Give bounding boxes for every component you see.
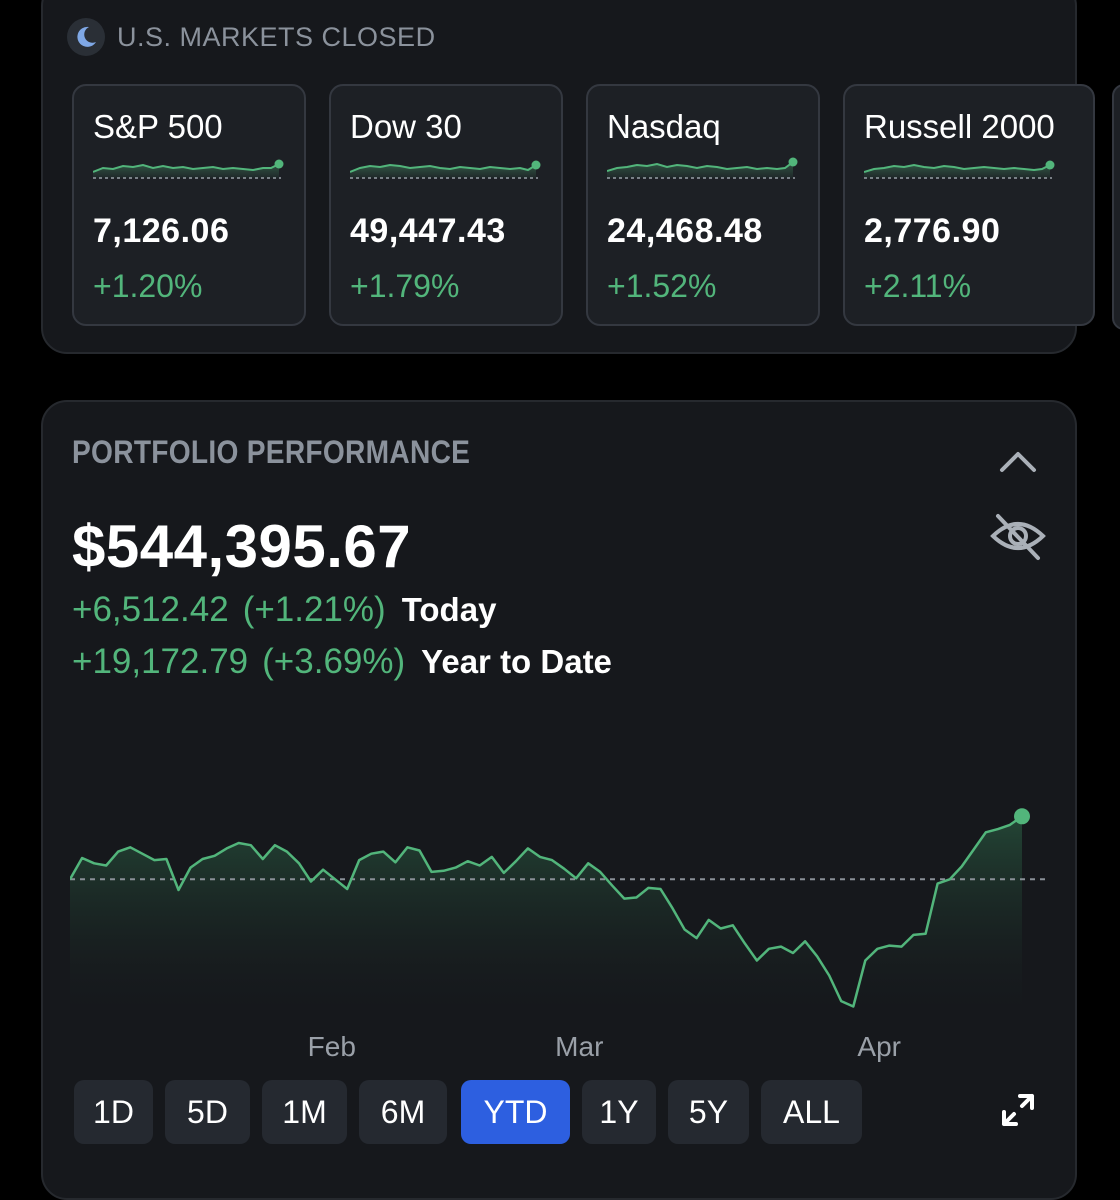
ytd-change-percent: (+3.69%) xyxy=(262,642,406,681)
sparkline-chart xyxy=(607,157,798,179)
index-name: Dow 30 xyxy=(350,108,462,145)
range-button-5d[interactable]: 5D xyxy=(165,1080,250,1144)
index-change: +1.20% xyxy=(93,268,203,304)
range-button-1m[interactable]: 1M xyxy=(262,1080,347,1144)
index-value: 7,126.06 xyxy=(93,212,230,250)
market-status-label: U.S. MARKETS CLOSED xyxy=(117,21,436,52)
index-name: Nasdaq xyxy=(607,108,721,145)
x-axis-label: Mar xyxy=(555,1031,603,1062)
index-tile-partial[interactable] xyxy=(1112,84,1120,330)
expand-icon[interactable] xyxy=(998,1090,1038,1130)
index-tile-sp500[interactable]: S&P 500 7,126.06 +1.20% xyxy=(72,84,306,326)
chart-end-point xyxy=(1014,808,1030,825)
sparkline-chart xyxy=(350,160,541,179)
moon-icon xyxy=(67,18,105,56)
index-value: 24,468.48 xyxy=(607,212,763,250)
index-tile-russell2000[interactable]: Russell 2000 2,776.90 +2.11% xyxy=(843,84,1095,326)
chevron-up-icon[interactable] xyxy=(994,440,1042,480)
sparkline-chart xyxy=(864,160,1055,179)
index-tile-nasdaq[interactable]: Nasdaq 24,468.48 +1.52% xyxy=(586,84,820,326)
index-value: 2,776.90 xyxy=(864,212,1001,250)
chart-x-axis: Feb Mar Apr xyxy=(308,1031,901,1062)
x-axis-label: Apr xyxy=(857,1031,901,1062)
index-change: +2.11% xyxy=(864,268,972,304)
index-name: Russell 2000 xyxy=(864,108,1055,145)
sparkline-chart xyxy=(93,159,284,179)
index-value: 49,447.43 xyxy=(350,212,506,250)
index-name: S&P 500 xyxy=(93,108,223,145)
index-tile-dow30[interactable]: Dow 30 49,447.43 +1.79% xyxy=(329,84,563,326)
ytd-change-row: +19,172.79 (+3.69%) Year to Date xyxy=(72,642,612,682)
chart-line xyxy=(70,815,1023,1008)
today-change-percent: (+1.21%) xyxy=(242,590,386,629)
eye-off-icon[interactable] xyxy=(988,508,1048,564)
market-status: U.S. MARKETS CLOSED xyxy=(67,18,436,56)
range-button-1y[interactable]: 1Y xyxy=(582,1080,656,1144)
portfolio-heading: PORTFOLIO PERFORMANCE xyxy=(72,434,471,470)
today-change-amount: +6,512.42 xyxy=(72,590,229,629)
portfolio-card xyxy=(41,400,1077,1200)
range-button-6m[interactable]: 6M xyxy=(359,1080,447,1144)
range-button-1d[interactable]: 1D xyxy=(74,1080,153,1144)
range-button-ytd[interactable]: YTD xyxy=(461,1080,570,1144)
portfolio-performance-chart[interactable]: Feb Mar Apr xyxy=(70,780,1050,1080)
ytd-label: Year to Date xyxy=(421,643,612,680)
today-change-row: +6,512.42 (+1.21%) Today xyxy=(72,590,496,630)
x-axis-label: Feb xyxy=(308,1031,356,1062)
index-change: +1.52% xyxy=(607,268,717,304)
range-button-all[interactable]: ALL xyxy=(761,1080,862,1144)
ytd-change-amount: +19,172.79 xyxy=(72,642,249,681)
portfolio-balance: $544,395.67 xyxy=(72,513,412,580)
index-change: +1.79% xyxy=(350,268,460,304)
range-button-5y[interactable]: 5Y xyxy=(668,1080,749,1144)
chart-area xyxy=(70,816,1022,1015)
today-label: Today xyxy=(401,591,497,628)
